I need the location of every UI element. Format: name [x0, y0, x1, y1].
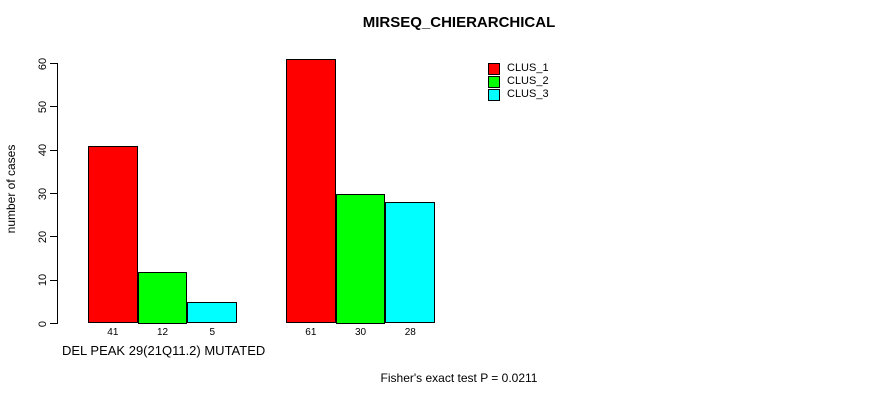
y-axis-tick [50, 106, 57, 108]
fisher-test-annotation: Fisher's exact test P = 0.0211 [380, 371, 538, 385]
y-axis-tick-label: 10 [37, 274, 49, 287]
bar-clus_3-group1 [187, 301, 238, 324]
y-axis-tick [50, 279, 57, 281]
legend-label-clus_1: CLUS_1 [507, 62, 549, 74]
bar-clus_1-group1 [88, 145, 138, 324]
y-axis-tick [50, 323, 57, 324]
y-axis-tick-label: 40 [37, 144, 49, 157]
y-axis-tick-label: 20 [37, 230, 49, 243]
bar-value-label: 12 [156, 327, 169, 338]
legend-swatch-clus_1 [488, 63, 500, 75]
bar-clus_1-group2 [286, 59, 336, 324]
legend-swatch-clus_3 [488, 89, 500, 101]
y-axis-tick [50, 63, 57, 64]
y-axis-tick-label: 30 [37, 187, 49, 200]
bar-clus_2-group1 [137, 271, 188, 324]
bar-value-label: 41 [107, 327, 119, 338]
y-axis-tick [50, 149, 57, 151]
x-group-label: DEL PEAK 29(21Q11.2) MUTATED [62, 343, 266, 358]
legend-swatch-clus_2 [488, 76, 500, 88]
y-axis-line [57, 63, 58, 324]
bar-value-label: 61 [305, 327, 317, 338]
y-axis-tick-label: 50 [37, 100, 49, 113]
bar-value-label: 5 [209, 327, 216, 338]
bar-clus_2-group2 [335, 193, 386, 324]
bar-value-label: 28 [404, 327, 416, 338]
y-axis-label: number of cases [4, 144, 18, 234]
y-axis-tick-label: 60 [37, 57, 49, 70]
bar-clus_3-group2 [385, 202, 436, 324]
chart-title: MIRSEQ_CHIERARCHICAL [362, 14, 556, 31]
bar-value-label: 30 [354, 327, 367, 338]
y-axis-tick [50, 236, 57, 238]
legend-label-clus_3: CLUS_3 [507, 88, 549, 100]
y-axis-tick [50, 193, 57, 194]
y-axis-tick-label: 0 [37, 320, 49, 327]
legend-label-clus_2: CLUS_2 [507, 75, 549, 87]
